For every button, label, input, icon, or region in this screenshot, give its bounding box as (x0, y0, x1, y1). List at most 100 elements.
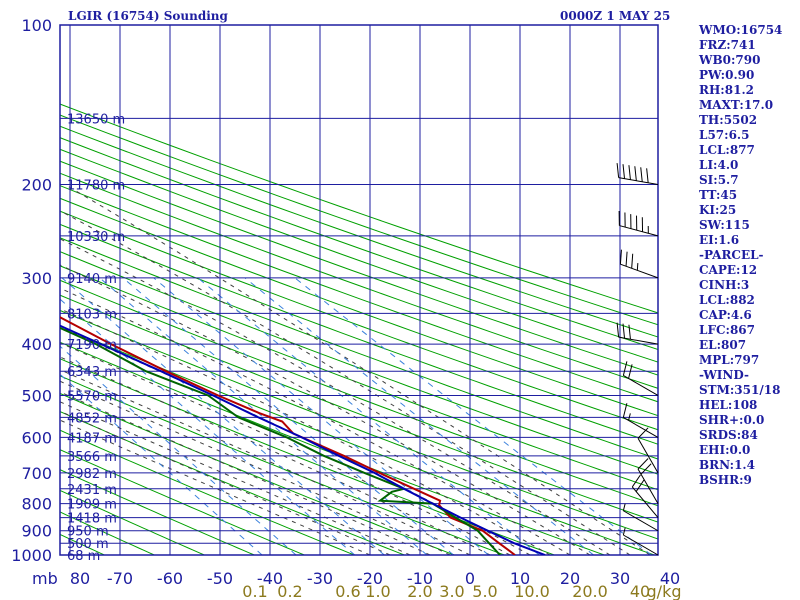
temp-tick-label: -70 (107, 569, 133, 588)
wind-barbs (616, 163, 659, 556)
index-value: PW:0.90 (699, 68, 754, 82)
wind-barb (622, 503, 659, 532)
temp-tick-label: 80 (70, 569, 90, 588)
mixing-ratio-label: 40 (630, 582, 650, 600)
valid-time: 0000Z 1 MAY 25 (560, 9, 670, 23)
index-value: CAPE:12 (699, 263, 757, 277)
grid (59, 24, 659, 556)
moist-adiabat-line (60, 419, 371, 555)
index-value: SI:5.7 (699, 173, 739, 187)
temp-tick-label: -30 (307, 569, 333, 588)
height-label: 1418 m (67, 512, 117, 527)
mixing-ratio-label: 0.1 (242, 582, 267, 600)
wind-barb (618, 210, 659, 237)
moist-adiabat-line (60, 356, 491, 555)
mixing-ratio-line (99, 277, 428, 555)
mixing-ratio-label: 2.0 (407, 582, 432, 600)
index-value: LCL:877 (699, 143, 755, 157)
height-label: 9140 m (67, 272, 117, 287)
index-value: -PARCEL- (699, 248, 764, 262)
index-value: SHR+:0.0 (699, 413, 764, 427)
temp-tick-label: 0 (465, 569, 475, 588)
indices-panel: WMO:16754FRZ:741WB0:790PW:0.90RH:81.2MAX… (698, 23, 782, 487)
index-value: LCL:882 (699, 293, 755, 307)
index-value: KI:25 (699, 203, 736, 217)
index-value: WB0:790 (698, 53, 760, 67)
index-value: L57:6.5 (699, 128, 749, 142)
mixing-ratio-line (60, 345, 297, 555)
temp-tick-label: 30 (610, 569, 630, 588)
pressure-tick-label: 800 (21, 495, 52, 514)
mixing-ratio-label: 0.6 (335, 582, 360, 600)
height-label: 2431 m (67, 483, 117, 498)
index-value: CAP:4.6 (699, 308, 752, 322)
mixing-ratio-label: 1.0 (365, 582, 390, 600)
plot-frame (59, 24, 659, 556)
pressure-tick-label: 600 (21, 428, 52, 447)
temp-tick-label: -60 (157, 569, 183, 588)
pressure-tick-label: 400 (21, 335, 52, 354)
mixing-ratio-line (122, 277, 454, 555)
mixing-ratio-label: g/kg (647, 582, 682, 600)
index-value: CINH:3 (699, 278, 749, 292)
moist-adiabat-line (60, 410, 391, 555)
moist-adiabat-line (60, 264, 591, 555)
height-label: 6343 m (67, 365, 117, 380)
height-label: 950 m (67, 525, 109, 540)
wind-barb (616, 322, 659, 345)
y-unit-label: mb (32, 569, 58, 588)
index-value: LFC:867 (699, 323, 755, 337)
wind-barb (622, 527, 659, 556)
wind-barb (622, 403, 659, 438)
height-label: 68 m (67, 549, 100, 564)
wind-barb (631, 474, 659, 518)
index-value: TT:45 (699, 188, 737, 202)
height-label: 5570 m (67, 389, 117, 404)
mixing-ratio-label: 0.2 (277, 582, 302, 600)
moist-adiabat-line (60, 401, 411, 555)
series (60, 316, 546, 555)
height-label: 7190 m (67, 338, 117, 353)
height-label: 2982 m (67, 467, 117, 482)
pressure-tick-label: 300 (21, 269, 52, 288)
mixing-ratio-line (153, 277, 489, 555)
temp-tick-label: -10 (407, 569, 433, 588)
index-value: WMO:16754 (698, 23, 782, 37)
chart-title: LGIR (16754) Sounding (68, 9, 229, 23)
mixing-ratio-line (244, 277, 594, 555)
pressure-tick-label: 700 (21, 464, 52, 483)
wind-barb (637, 427, 659, 474)
index-value: BRN:1.4 (699, 458, 755, 472)
index-value: SRDS:84 (699, 428, 758, 442)
height-label: 500 m (67, 537, 109, 552)
temp-tick-label: -20 (357, 569, 383, 588)
height-label: 4187 m (67, 431, 117, 446)
mixing-ratio-label: 10.0 (514, 582, 550, 600)
index-value: SW:115 (699, 218, 750, 232)
index-value: LI:4.0 (699, 158, 738, 172)
index-value: EI:1.6 (699, 233, 739, 247)
temp-tick-label: -50 (207, 569, 233, 588)
pressure-tick-label: 100 (21, 16, 52, 35)
header: LGIR (16754) Sounding 0000Z 1 MAY 25 (68, 9, 670, 23)
height-label: 8103 m (67, 307, 117, 322)
index-value: EHI:0.0 (699, 443, 750, 457)
temp-tick-label: 20 (560, 569, 580, 588)
height-label: 1909 m (67, 498, 117, 513)
temp-tick-label: 10 (510, 569, 530, 588)
pressure-tick-label: 1000 (11, 546, 52, 565)
height-label: 10330 m (67, 230, 125, 245)
height-label: 3566 m (67, 450, 117, 465)
index-value: HEL:108 (699, 398, 757, 412)
height-label: 13650 m (67, 112, 125, 127)
pressure-tick-label: 900 (21, 522, 52, 541)
pressure-tick-label: 500 (21, 386, 52, 405)
height-label: 4852 m (67, 411, 117, 426)
mixing-ratio-label: 20.0 (572, 582, 608, 600)
index-value: BSHR:9 (699, 473, 752, 487)
wind-barb (616, 163, 659, 186)
index-value: -WIND- (699, 368, 749, 382)
index-value: EL:807 (699, 338, 746, 352)
